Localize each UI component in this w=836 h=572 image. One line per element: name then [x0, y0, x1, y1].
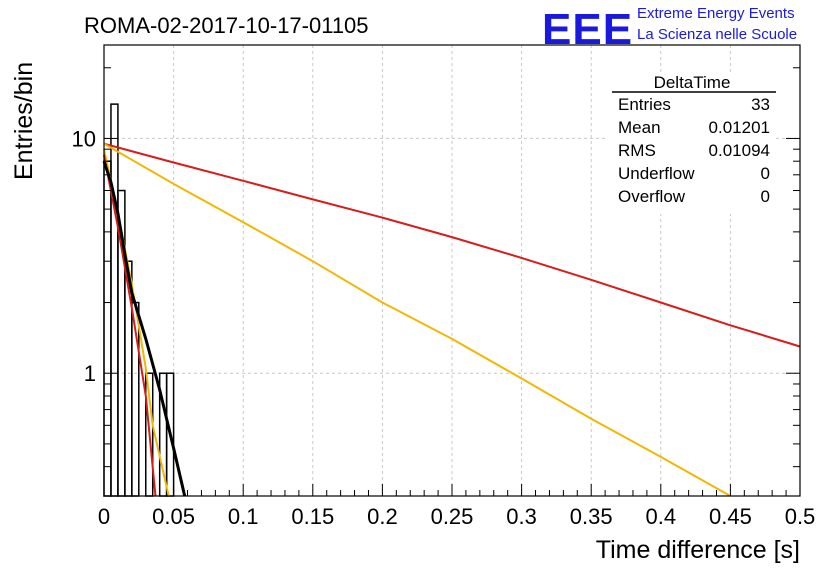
stats-box-title: DeltaTime [654, 73, 731, 92]
x-tick-label: 0.25 [431, 504, 474, 529]
fit-curve [103, 154, 157, 497]
stats-value-entries: 33 [751, 95, 770, 114]
x-tick-label: 0.1 [228, 504, 259, 529]
x-axis: 0 0.05 0.1 0.15 0.2 0.25 0.3 0.35 0.4 0.45 0.5 [98, 484, 815, 529]
x-tick-label: 0.4 [646, 504, 677, 529]
fit-curve [103, 142, 731, 497]
eee-logo-line2: La Scienza nelle Scuole [637, 26, 797, 43]
y-axis-title: Entries/bin [10, 62, 38, 180]
stats-box-bg [608, 74, 776, 214]
x-tick-label: 0.5 [785, 504, 816, 529]
y-axis: 1 10 [72, 67, 800, 497]
stats-value-mean: 0.01201 [709, 118, 770, 137]
x-tick-label: 0.45 [709, 504, 752, 529]
stats-label-underflow: Underflow [618, 164, 695, 183]
x-tick-label: 0.05 [152, 504, 195, 529]
fit-curve [103, 142, 801, 348]
chart-title: ROMA-02-2017-10-17-01105 [84, 13, 369, 38]
histogram-bin [110, 103, 119, 497]
fit-curves [102, 142, 801, 497]
y-tick-label: 10 [72, 126, 96, 151]
stats-value-underflow: 0 [761, 164, 770, 183]
stats-label-rms: RMS [618, 141, 656, 160]
eee-logo: EEE Extreme Energy Events La Scienza nel… [542, 5, 797, 54]
grid [104, 45, 800, 496]
stats-box: DeltaTime Entries 33 Mean 0.01201 RMS 0.… [608, 73, 776, 214]
x-tick-label: 0.15 [291, 504, 334, 529]
x-tick-label: 0.2 [367, 504, 398, 529]
stats-value-rms: 0.01094 [709, 141, 770, 160]
eee-logo-line1: Extreme Energy Events [637, 5, 795, 22]
eee-logo-mark: EEE [542, 5, 633, 54]
y-tick-label: 1 [84, 361, 96, 386]
x-tick-label: 0.3 [506, 504, 537, 529]
histogram-bin [103, 160, 112, 497]
stats-label-mean: Mean [618, 118, 661, 137]
stats-label-entries: Entries [618, 95, 671, 114]
x-tick-label: 0 [98, 504, 110, 529]
x-axis-title: Time difference [s] [596, 536, 800, 564]
x-tick-label: 0.35 [570, 504, 613, 529]
fit-curve [102, 160, 187, 497]
stats-value-overflow: 0 [761, 187, 770, 206]
stats-label-overflow: Overflow [618, 187, 686, 206]
